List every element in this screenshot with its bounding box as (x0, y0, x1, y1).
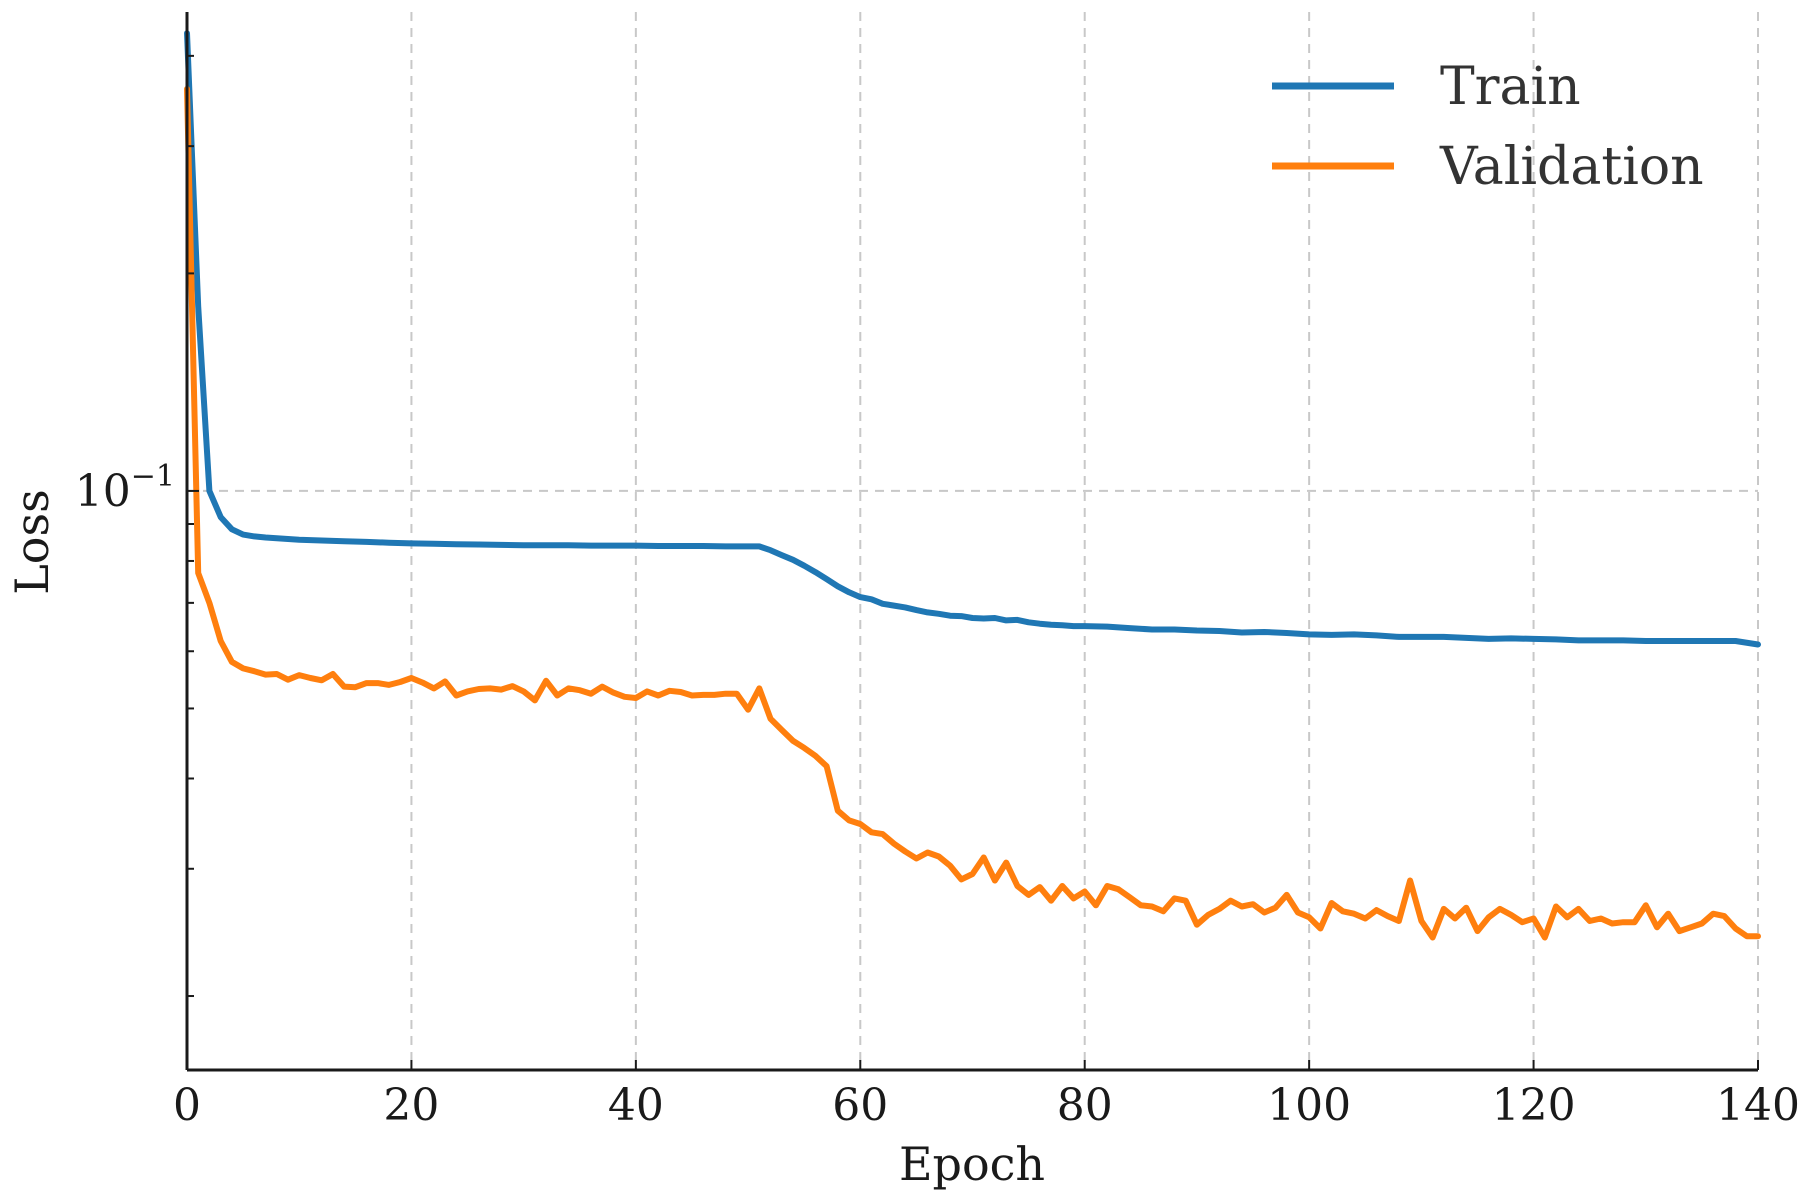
x-tick-label: 120 (1492, 1080, 1576, 1131)
axis-labels: Epoch Loss (5, 489, 1045, 1191)
x-tick-label: 0 (173, 1080, 201, 1131)
x-tick-label: 60 (832, 1080, 888, 1131)
x-tick-label: 20 (383, 1080, 439, 1131)
y-axis-title: Loss (5, 489, 59, 594)
legend-label: Train (1440, 57, 1581, 117)
legend: Train Validation (1272, 57, 1704, 197)
series-line-train (184, 30, 1761, 648)
x-tick-label: 100 (1267, 1080, 1351, 1131)
y-tick-label: 10−1 (75, 459, 175, 517)
ticks: 0 20 40 60 80 100 120 140 10−1 (75, 54, 1800, 1131)
legend-item-train: Train (1272, 57, 1581, 117)
axes (185, 12, 1758, 1072)
legend-label: Validation (1439, 137, 1704, 197)
series-line-validation (184, 85, 1761, 941)
legend-item-validation: Validation (1272, 137, 1704, 197)
grid (187, 12, 1759, 1070)
series-layer (184, 30, 1761, 941)
x-tick-label: 80 (1057, 1080, 1113, 1131)
x-axis-title: Epoch (899, 1137, 1045, 1191)
x-tick-label: 40 (608, 1080, 664, 1131)
y-tick-label-exponent: −1 (131, 459, 175, 494)
x-tick-label: 140 (1716, 1080, 1800, 1131)
y-tick-label-base: 10 (75, 466, 131, 517)
